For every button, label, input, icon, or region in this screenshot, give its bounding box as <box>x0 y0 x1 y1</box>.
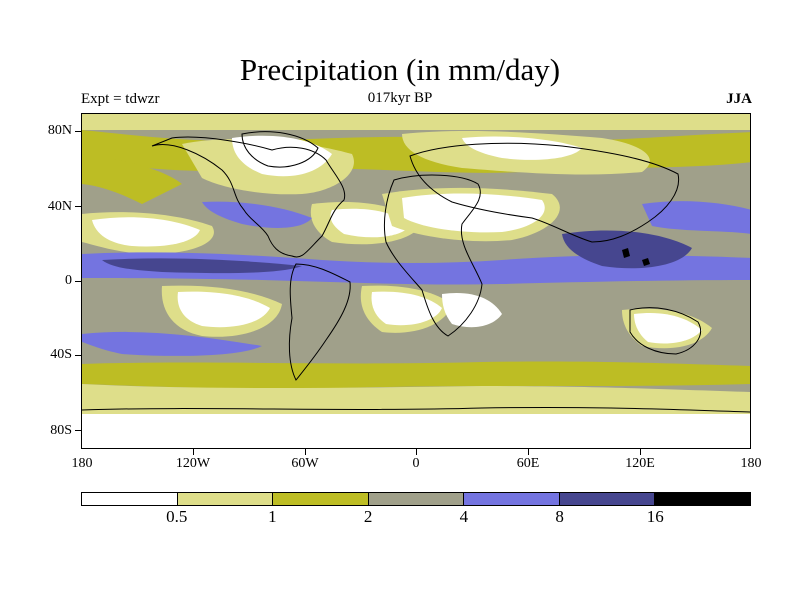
north-america-coast <box>151 136 346 258</box>
southern-africa-dry <box>442 292 502 328</box>
color-legend <box>81 492 751 506</box>
australia-coast <box>629 307 701 355</box>
lat-tick <box>75 281 81 282</box>
map-canvas <box>82 114 750 448</box>
lon-label-0: 0 <box>412 456 420 471</box>
arctic-band <box>82 114 750 130</box>
lon-label-60w: 60W <box>291 456 319 471</box>
legend-label: 1 <box>268 507 277 526</box>
australia-dry <box>634 312 702 344</box>
monsoon-peak <box>622 248 630 258</box>
legend-label: 8 <box>555 507 564 526</box>
south-america-coast <box>288 263 351 381</box>
lon-tick <box>528 449 529 455</box>
itcz-band <box>82 252 750 285</box>
eurasia-coast <box>409 142 680 243</box>
south-pacific-dry <box>177 291 270 328</box>
lat-label-80s: 80S <box>50 423 72 438</box>
legend-swatch <box>82 493 178 505</box>
legend-label: 0.5 <box>166 507 188 526</box>
legend-swatch <box>273 493 369 505</box>
lon-label-60e: 60E <box>516 456 540 471</box>
lat-tick <box>75 206 81 207</box>
lon-tick <box>416 449 417 455</box>
lon-label-120e: 120E <box>625 456 655 471</box>
lon-tick <box>305 449 306 455</box>
time-label: 017kyr BP <box>367 90 433 106</box>
north-pacific-wet <box>642 201 750 234</box>
lat-label-40n: 40N <box>47 199 72 214</box>
east-pacific-dry <box>92 217 200 247</box>
legend-swatch <box>464 493 560 505</box>
chart-title: Precipitation (in mm/day) <box>239 52 561 87</box>
gulf-stream-wet <box>202 201 312 228</box>
coastlines <box>82 131 750 413</box>
southern-ocean-band <box>82 361 750 389</box>
itcz-pacific-core <box>102 258 302 274</box>
experiment-label: Expt = tdwzr <box>81 91 160 107</box>
lat-label-40s: 40S <box>50 347 72 362</box>
antarctica-dry <box>82 414 750 448</box>
south-pacific-storm-track <box>82 331 262 356</box>
precipitation-map <box>81 113 751 449</box>
north-pacific-band <box>82 154 182 204</box>
lat-tick <box>75 355 81 356</box>
legend-label: 2 <box>363 507 373 526</box>
lat-tick <box>75 430 81 431</box>
legend-swatch <box>559 493 656 505</box>
greenland-coast <box>241 131 319 168</box>
lon-label-120w: 120W <box>175 456 211 471</box>
lon-tick <box>193 449 194 455</box>
south-atlantic-dry <box>371 291 442 326</box>
lon-label-180e: 180 <box>740 456 762 471</box>
lat-label-80n: 80N <box>47 123 72 138</box>
lon-tick <box>640 449 641 455</box>
season-label: JJA <box>726 91 752 107</box>
legend-label: 16 <box>646 507 664 526</box>
antarctic-edge <box>82 384 750 417</box>
lon-label-180w: 180 <box>71 456 93 471</box>
antarctica-coast <box>82 406 750 413</box>
sahara-arabia-dry <box>402 193 545 233</box>
siberia-dry <box>462 136 582 160</box>
lat-label-equator: 0 <box>65 273 72 288</box>
lat-tick <box>75 131 81 132</box>
legend-swatch <box>368 493 465 505</box>
legend-label: 4 <box>459 507 469 526</box>
legend-swatch <box>655 493 751 505</box>
maritime-peak <box>642 258 650 266</box>
africa-coast <box>383 174 483 337</box>
legend-swatch <box>177 493 274 505</box>
